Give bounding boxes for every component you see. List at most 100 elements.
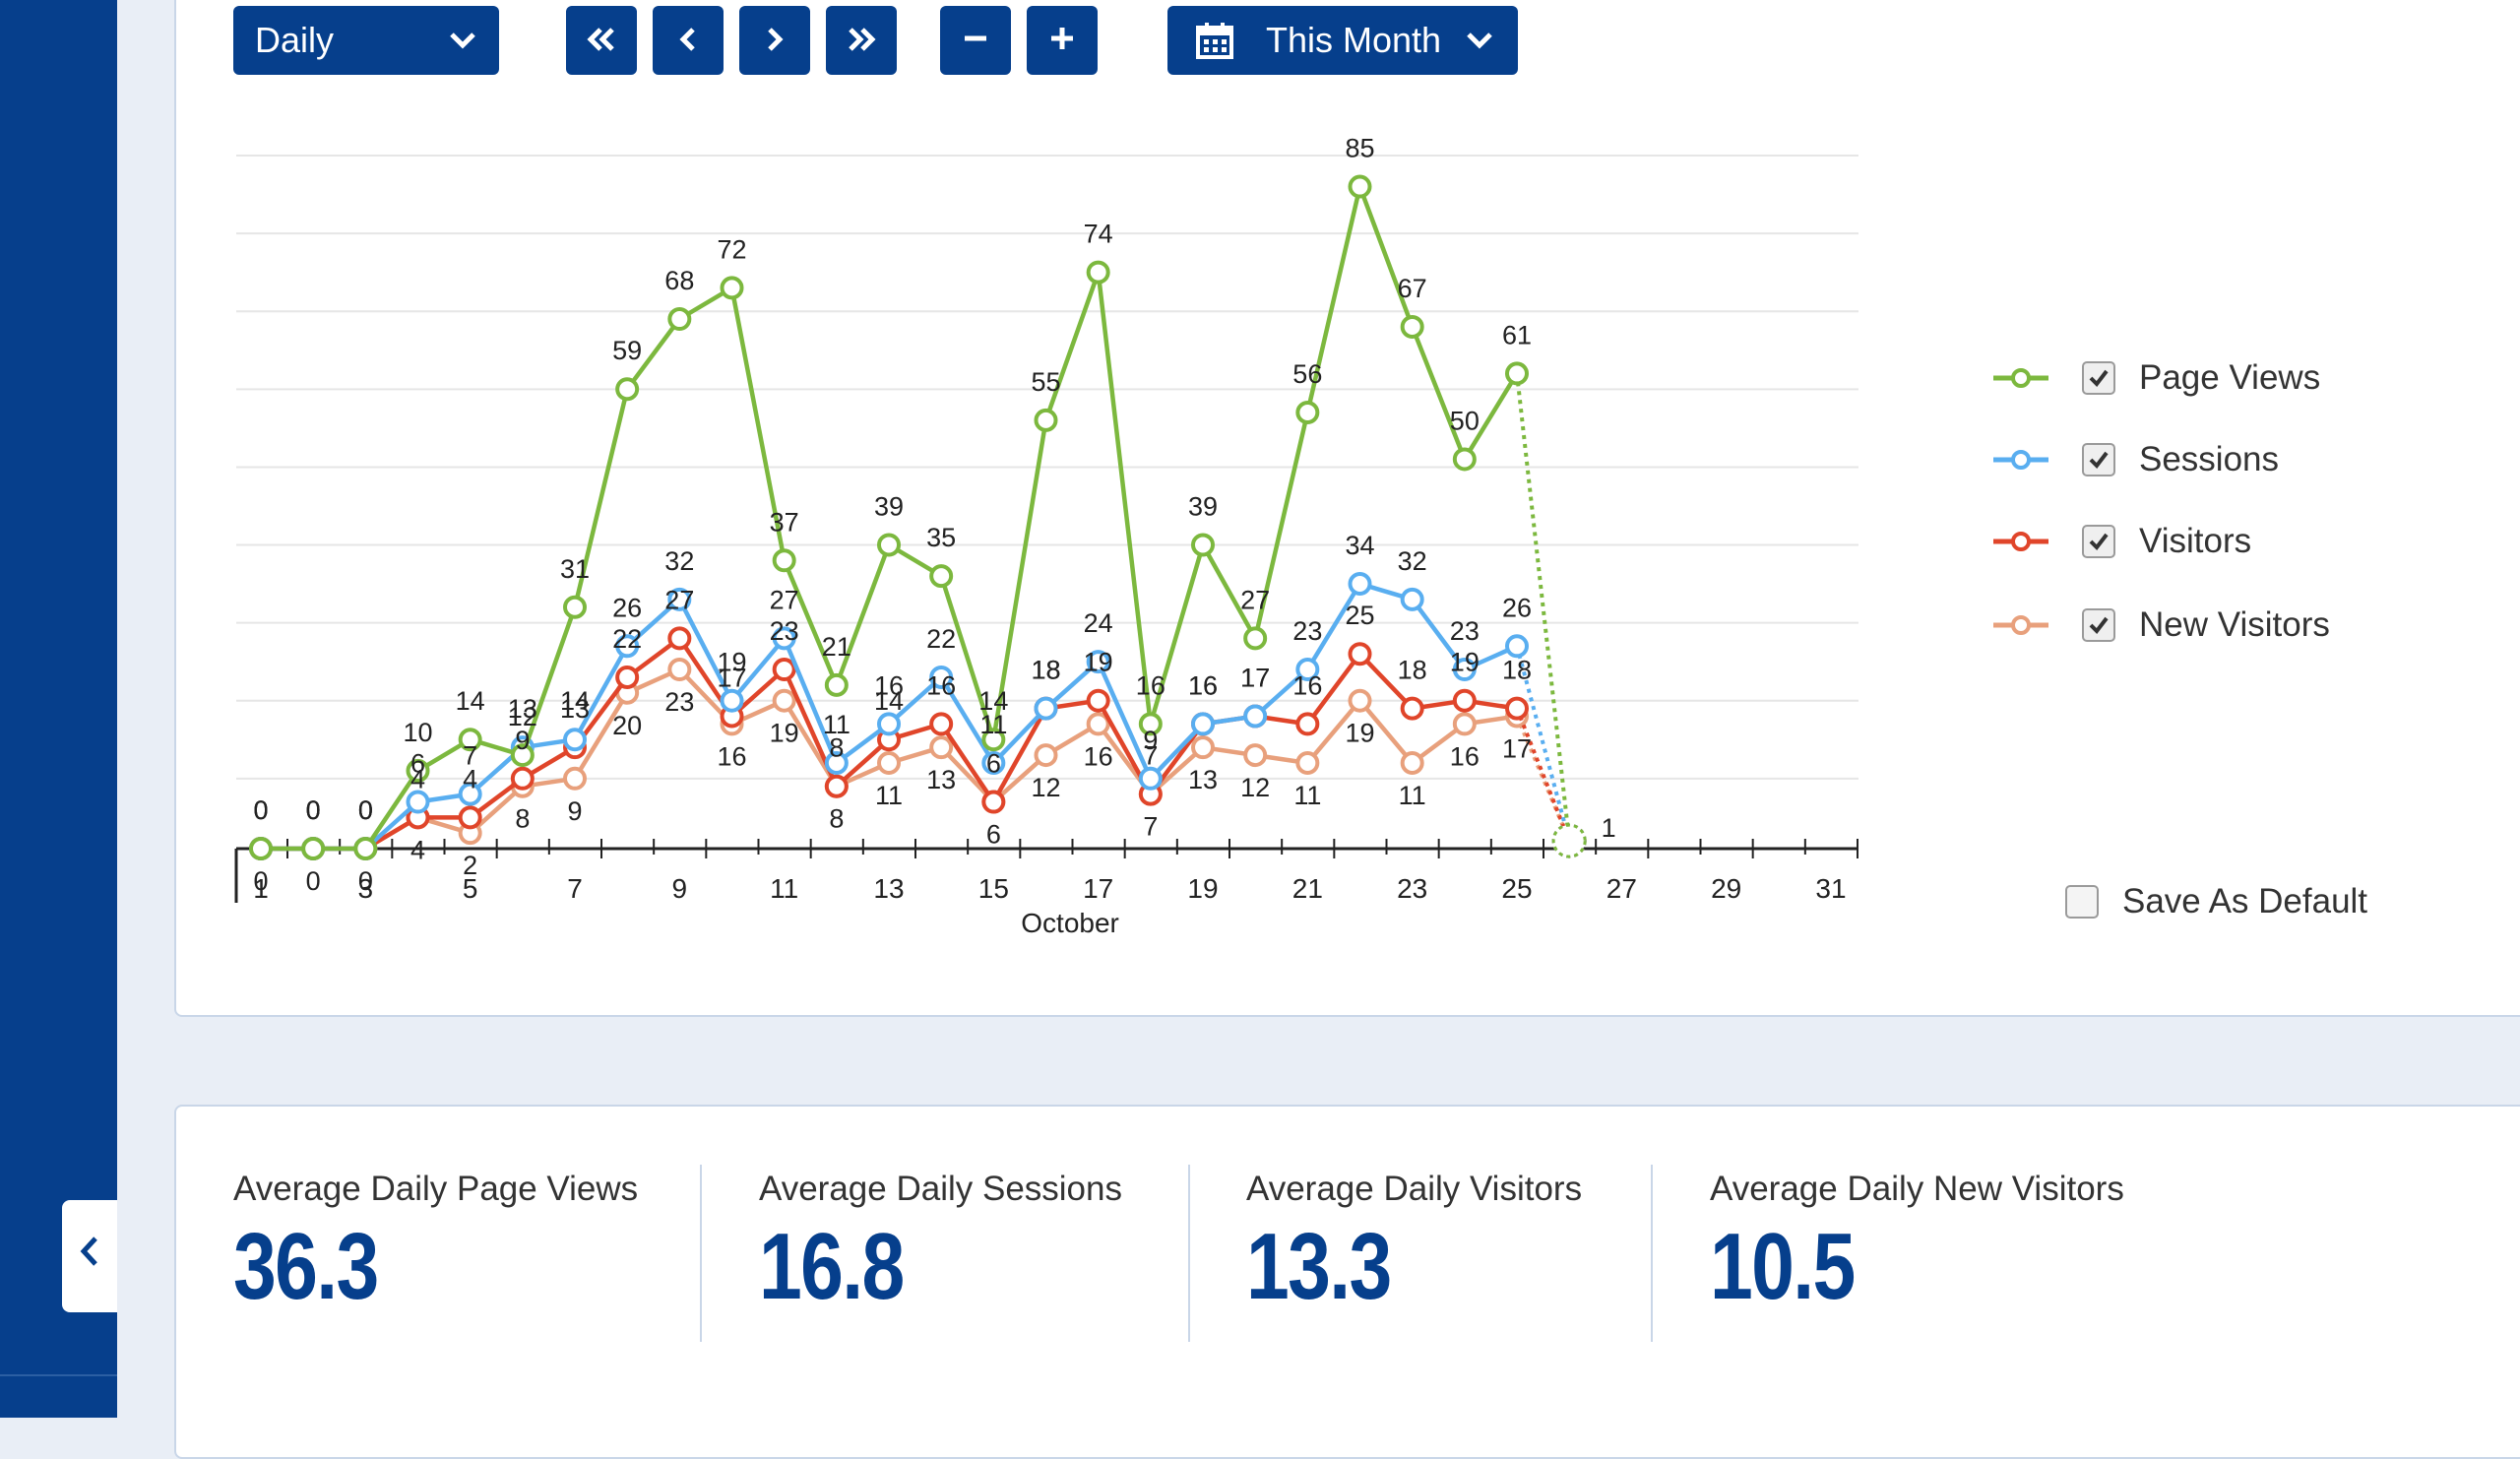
data-point xyxy=(1191,533,1215,557)
interval-select[interactable]: Daily xyxy=(233,6,499,75)
previous-period-button[interactable] xyxy=(653,6,724,75)
data-point xyxy=(667,626,692,651)
data-point xyxy=(1348,174,1372,199)
data-label: 17 xyxy=(1502,734,1532,764)
data-label: 11 xyxy=(1293,781,1321,810)
x-tick-label: 11 xyxy=(770,873,798,904)
data-label: 11 xyxy=(979,710,1007,739)
legend-checkbox-new-visitors[interactable] xyxy=(2082,608,2115,642)
line-marker-icon xyxy=(1993,532,2048,551)
checkmark-icon xyxy=(2089,616,2109,635)
data-label: 7 xyxy=(1143,741,1158,771)
first-period-button[interactable] xyxy=(566,6,637,75)
x-tick-label: 13 xyxy=(873,873,904,904)
data-label: 23 xyxy=(770,616,799,646)
plus-icon xyxy=(1048,20,1076,62)
data-label: 31 xyxy=(560,554,590,584)
save-as-default-checkbox[interactable] xyxy=(2065,885,2099,919)
data-label: 50 xyxy=(1450,406,1480,435)
data-label: 17 xyxy=(1240,664,1270,693)
data-point xyxy=(929,665,954,689)
legend-item-visitors[interactable]: Visitors xyxy=(1993,519,2251,564)
collapse-sidebar-button[interactable] xyxy=(62,1200,117,1312)
data-point xyxy=(353,837,378,860)
data-point xyxy=(1400,750,1424,775)
data-label: 6 xyxy=(986,749,1001,779)
data-point xyxy=(1034,408,1058,432)
data-label: 19 xyxy=(717,648,746,677)
data-label: 6 xyxy=(986,820,1001,850)
stat-value: 13.3 xyxy=(1246,1214,1392,1319)
zoom-out-button[interactable] xyxy=(940,6,1011,75)
calendar-icon xyxy=(1195,21,1234,60)
data-point xyxy=(772,658,796,682)
data-label: 32 xyxy=(664,546,694,576)
legend-item-sessions[interactable]: Sessions xyxy=(1993,437,2279,482)
legend-checkbox-sessions[interactable] xyxy=(2082,443,2115,476)
stat-avg-visitors: Average Daily Visitors 13.3 xyxy=(1246,1170,1582,1321)
stat-divider xyxy=(1651,1165,1653,1342)
data-point xyxy=(301,837,326,860)
data-label: 14 xyxy=(874,686,904,716)
save-as-default-option[interactable]: Save As Default xyxy=(2065,882,2367,921)
x-tick-label: 17 xyxy=(1083,873,1113,904)
legend-checkbox-page-views[interactable] xyxy=(2082,361,2115,395)
data-label: 14 xyxy=(456,686,485,716)
data-label: 22 xyxy=(612,624,642,654)
interval-select-value: Daily xyxy=(255,20,335,60)
data-label: 16 xyxy=(1136,670,1166,700)
data-point xyxy=(877,712,901,736)
data-point xyxy=(1295,658,1320,682)
data-label: 9 xyxy=(515,726,530,755)
last-period-button[interactable] xyxy=(826,6,897,75)
data-point xyxy=(563,728,587,752)
data-point xyxy=(720,688,744,713)
x-tick-label: 5 xyxy=(463,873,478,904)
data-point xyxy=(824,672,849,697)
legend-item-page-views[interactable]: Page Views xyxy=(1993,355,2320,401)
data-label: 13 xyxy=(1188,765,1218,794)
data-label: 21 xyxy=(822,632,851,662)
data-label: 16 xyxy=(1292,670,1322,700)
zoom-in-button[interactable] xyxy=(1027,6,1098,75)
data-label: 2 xyxy=(463,851,477,880)
data-point xyxy=(406,790,430,814)
data-point xyxy=(1400,696,1424,721)
data-label: 12 xyxy=(1031,773,1060,802)
stats-panel xyxy=(174,1105,2520,1459)
x-tick-label: 31 xyxy=(1815,873,1846,904)
data-label: 0 xyxy=(253,795,268,825)
data-point xyxy=(1086,688,1110,713)
data-point xyxy=(563,766,587,791)
data-label: 16 xyxy=(1188,670,1218,700)
data-label: 20 xyxy=(612,711,642,740)
data-label: 56 xyxy=(1292,359,1322,389)
data-label: 0 xyxy=(306,795,321,825)
data-point xyxy=(1348,572,1372,597)
data-point xyxy=(1086,260,1110,285)
data-label: 59 xyxy=(612,336,642,365)
legend-checkbox-visitors[interactable] xyxy=(2082,525,2115,558)
data-label: 72 xyxy=(717,234,746,264)
data-label: 25 xyxy=(1345,601,1374,630)
data-point xyxy=(510,766,535,791)
data-label: 14 xyxy=(560,686,590,716)
data-label: 85 xyxy=(1345,134,1374,163)
data-label: 0 xyxy=(306,866,321,896)
data-label: 19 xyxy=(1345,719,1374,748)
stat-label: Average Daily Visitors xyxy=(1246,1170,1583,1208)
data-label: 4 xyxy=(463,764,477,793)
legend-item-new-visitors[interactable]: New Visitors xyxy=(1993,603,2330,648)
data-point xyxy=(772,626,796,651)
data-label: 23 xyxy=(664,687,694,717)
next-period-button[interactable] xyxy=(739,6,810,75)
data-label: 18 xyxy=(1031,656,1060,685)
data-point xyxy=(1086,712,1110,736)
data-point xyxy=(981,728,1006,752)
data-point xyxy=(1400,587,1424,611)
line-marker-icon xyxy=(1993,450,2048,470)
data-label: 27 xyxy=(770,585,799,614)
x-tick-label: 3 xyxy=(358,873,374,904)
date-range-select[interactable]: This Month xyxy=(1167,6,1518,75)
data-label: 14 xyxy=(978,686,1008,716)
